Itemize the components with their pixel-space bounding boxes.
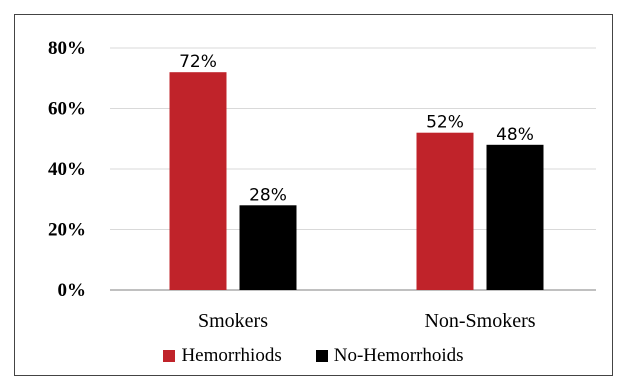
legend-swatch-no-hemorrhoids [315,350,328,362]
bar-non-smokers-no-hemorrhoids [486,144,544,290]
y-tick-label-60: 60% [48,99,86,120]
bar-smokers-hemorrhoids [169,72,227,290]
data-label-smokers-no-hemorrhoids: 28% [249,185,287,205]
legend-label-hemorrhoids: Hemorrhiods [181,345,282,366]
legend: Hemorrhiods No-Hemorrhoids [0,344,627,368]
legend-label-no-hemorrhoids: No-Hemorrhoids [333,345,464,366]
data-label-smokers-hemorrhoids: 72% [179,52,217,72]
y-tick-label-20: 20% [48,220,86,241]
x-tick-label-non-smokers: Non-Smokers [424,310,535,332]
bar-non-smokers-hemorrhoids [416,132,474,290]
bar-smokers-no-hemorrhoids [239,205,297,290]
legend-swatch-hemorrhoids [163,350,176,362]
y-tick-label-0: 0% [58,280,87,301]
x-tick-label-smokers: Smokers [198,310,268,332]
legend-item-hemorrhoids: Hemorrhiods [163,345,282,367]
data-label-non-smokers-no-hemorrhoids: 48% [496,125,534,145]
y-tick-label-40: 40% [48,159,86,180]
y-tick-label-80: 80% [48,38,86,59]
data-label-non-smokers-hemorrhoids: 52% [426,113,464,133]
legend-item-no-hemorrhoids: No-Hemorrhoids [315,345,464,367]
